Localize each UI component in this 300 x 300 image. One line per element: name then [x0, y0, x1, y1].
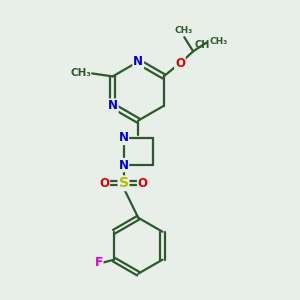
Text: N: N — [118, 131, 128, 144]
Text: CH: CH — [194, 40, 209, 50]
Text: O: O — [138, 177, 148, 190]
Text: O: O — [175, 57, 185, 70]
Text: F: F — [94, 256, 103, 269]
Text: N: N — [118, 158, 128, 172]
Text: N: N — [133, 55, 143, 68]
Text: O: O — [99, 177, 110, 190]
Text: N: N — [108, 99, 118, 112]
Text: S: S — [118, 176, 128, 190]
Text: CH₃: CH₃ — [70, 68, 92, 78]
Text: CH₃: CH₃ — [175, 26, 193, 34]
Text: CH₃: CH₃ — [209, 37, 228, 46]
